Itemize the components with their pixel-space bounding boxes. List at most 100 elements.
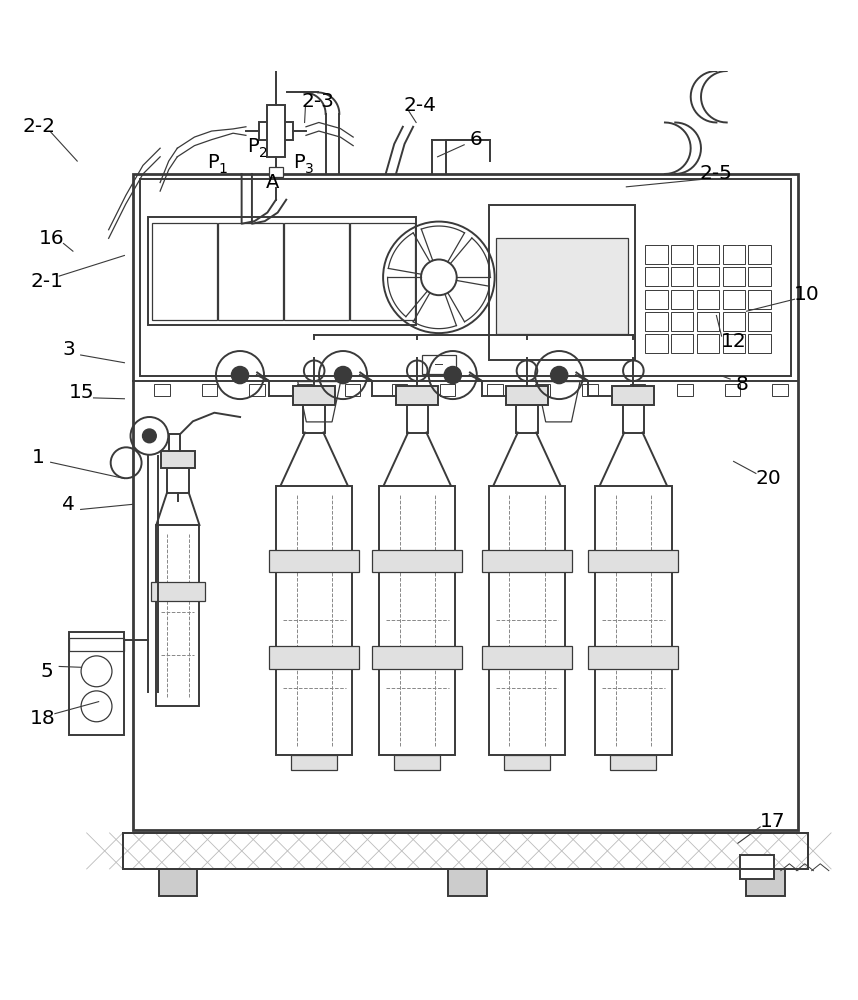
- Bar: [392, 384, 408, 396]
- Text: 12: 12: [721, 332, 746, 351]
- Bar: [645, 245, 668, 264]
- Text: P: P: [207, 153, 219, 172]
- Bar: [297, 384, 312, 396]
- Circle shape: [551, 366, 568, 384]
- Bar: [722, 245, 745, 264]
- Bar: [613, 386, 655, 405]
- Text: P: P: [293, 153, 305, 172]
- Text: 17: 17: [759, 812, 785, 831]
- Bar: [697, 334, 719, 353]
- Bar: [671, 290, 693, 309]
- Circle shape: [142, 429, 156, 443]
- Bar: [372, 550, 462, 572]
- Text: 4: 4: [62, 495, 76, 514]
- Bar: [722, 290, 745, 309]
- Bar: [218, 223, 283, 320]
- Bar: [489, 205, 635, 360]
- Bar: [671, 267, 693, 286]
- Bar: [487, 384, 503, 396]
- Text: 2-3: 2-3: [301, 92, 334, 111]
- Bar: [645, 334, 668, 353]
- Bar: [379, 486, 456, 755]
- Bar: [284, 223, 349, 320]
- Bar: [506, 386, 548, 405]
- Text: 3: 3: [305, 162, 313, 176]
- Bar: [772, 384, 788, 396]
- Circle shape: [444, 366, 462, 384]
- Bar: [304, 405, 325, 433]
- Bar: [293, 386, 335, 405]
- Bar: [291, 755, 337, 770]
- Bar: [623, 405, 644, 433]
- Bar: [589, 646, 679, 669]
- Bar: [269, 167, 283, 177]
- Bar: [722, 267, 745, 286]
- Bar: [133, 174, 798, 830]
- Bar: [748, 267, 770, 286]
- Bar: [350, 223, 415, 320]
- Bar: [748, 290, 770, 309]
- Bar: [482, 550, 572, 572]
- Bar: [504, 755, 550, 770]
- Bar: [372, 646, 462, 669]
- Bar: [725, 384, 740, 396]
- Bar: [517, 405, 538, 433]
- Bar: [535, 384, 550, 396]
- Bar: [589, 550, 679, 572]
- Bar: [645, 290, 668, 309]
- Bar: [269, 550, 360, 572]
- Bar: [268, 105, 285, 157]
- Bar: [610, 755, 656, 770]
- Bar: [123, 833, 808, 869]
- Bar: [140, 179, 791, 376]
- Text: 10: 10: [794, 285, 819, 304]
- Bar: [154, 384, 170, 396]
- Text: 1: 1: [32, 448, 45, 467]
- Bar: [697, 267, 719, 286]
- Bar: [202, 384, 217, 396]
- Text: 1: 1: [219, 162, 227, 176]
- Text: 2-1: 2-1: [31, 272, 63, 291]
- Text: A: A: [266, 173, 280, 192]
- Bar: [677, 384, 692, 396]
- Bar: [645, 312, 668, 331]
- Bar: [439, 384, 455, 396]
- Bar: [482, 646, 572, 669]
- Bar: [160, 451, 195, 468]
- Bar: [630, 384, 645, 396]
- Bar: [276, 486, 353, 755]
- Bar: [671, 334, 693, 353]
- Text: 5: 5: [41, 662, 53, 681]
- Bar: [671, 245, 693, 264]
- Bar: [448, 869, 487, 896]
- Text: 2-2: 2-2: [22, 117, 55, 136]
- Bar: [748, 312, 770, 331]
- Bar: [250, 384, 265, 396]
- Bar: [489, 486, 565, 755]
- Circle shape: [335, 366, 352, 384]
- Bar: [156, 525, 199, 706]
- Bar: [151, 582, 204, 601]
- Bar: [582, 384, 597, 396]
- Bar: [259, 122, 293, 140]
- Text: 8: 8: [735, 375, 749, 394]
- Text: 6: 6: [470, 130, 482, 149]
- Bar: [123, 833, 808, 869]
- Bar: [595, 486, 672, 755]
- Bar: [407, 405, 428, 433]
- Bar: [69, 632, 124, 735]
- Text: P: P: [247, 137, 259, 156]
- Circle shape: [232, 366, 249, 384]
- Bar: [395, 755, 440, 770]
- Bar: [148, 217, 416, 325]
- Text: 2-5: 2-5: [700, 164, 733, 183]
- Bar: [269, 646, 360, 669]
- Bar: [645, 267, 668, 286]
- Text: 15: 15: [69, 383, 94, 402]
- Bar: [697, 245, 719, 264]
- Text: 3: 3: [63, 340, 75, 359]
- Bar: [422, 355, 456, 374]
- Bar: [722, 334, 745, 353]
- Bar: [159, 869, 197, 896]
- Bar: [671, 312, 693, 331]
